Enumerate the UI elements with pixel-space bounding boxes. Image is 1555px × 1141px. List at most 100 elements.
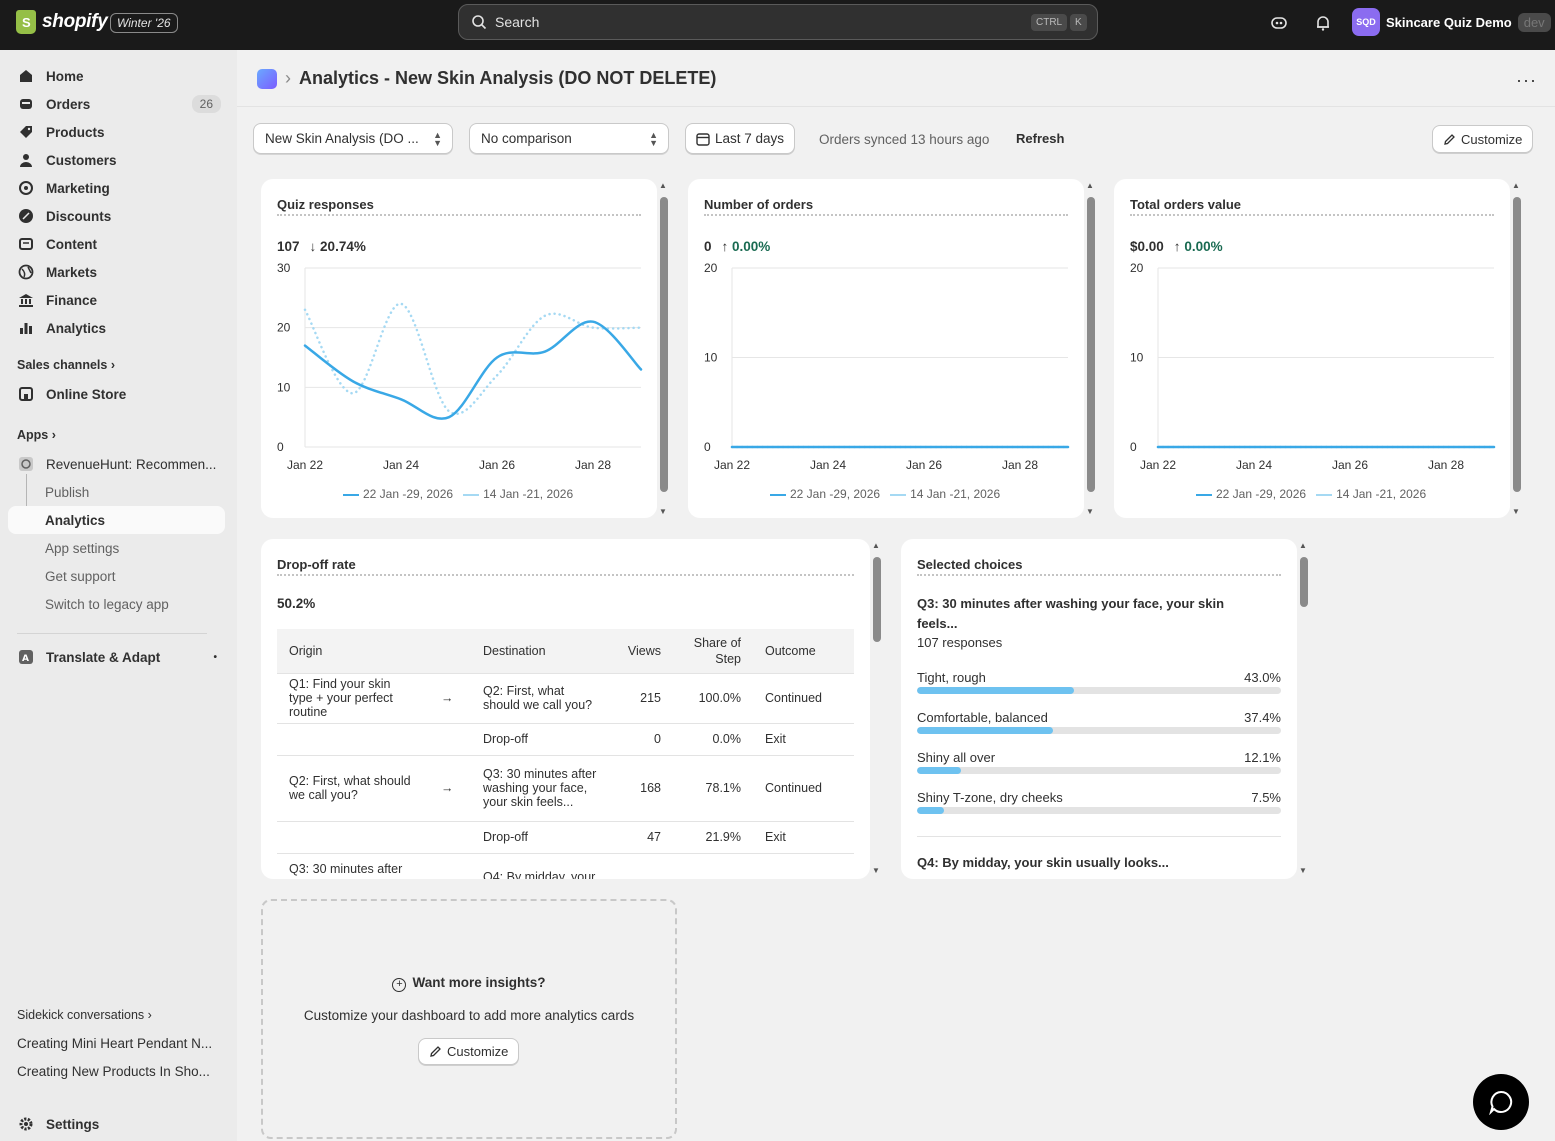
- x-tick-label: Jan 22: [287, 458, 323, 472]
- gear-icon: [19, 1117, 33, 1131]
- y-tick-label: 20: [1130, 263, 1144, 275]
- page-header: › Analytics - New Skin Analysis (DO NOT …: [257, 68, 716, 89]
- sidebar-item-revenuehunt[interactable]: RevenueHunt: Recommen...: [8, 450, 225, 478]
- revenuehunt-app-icon: [19, 457, 33, 471]
- shopify-logo[interactable]: shopify: [16, 10, 108, 34]
- scrollbar[interactable]: [873, 557, 881, 642]
- metric-change: ↓ 20.74%: [310, 239, 366, 254]
- calendar-icon: [696, 132, 710, 146]
- insights-customize-button[interactable]: Customize: [418, 1038, 520, 1065]
- cell-outcome: Continued: [753, 672, 854, 723]
- sidebar-item-label: Discounts: [46, 208, 112, 224]
- sidebar-subitem-get-support[interactable]: Get support: [8, 562, 225, 590]
- x-tick-label: Jan 22: [1140, 458, 1176, 472]
- metric-value: 0: [704, 239, 712, 254]
- legend-current-label: 22 Jan -29, 2026: [1216, 487, 1307, 501]
- number-of-orders-chart: 0 10 20 Jan 22 Jan 24 Jan 26 Jan 28: [704, 263, 1070, 472]
- sidebar-subitem-legacy[interactable]: Switch to legacy app: [8, 590, 225, 618]
- sidebar-item-label: RevenueHunt: Recommen...: [46, 456, 217, 472]
- quiz-select[interactable]: New Skin Analysis (DO ... ▲ ▼: [253, 123, 453, 154]
- sidebar-item-label: App settings: [45, 540, 120, 556]
- scrollbar[interactable]: [1087, 197, 1095, 492]
- sidebar-item-content[interactable]: Content: [8, 230, 225, 258]
- apps-header[interactable]: Apps ›: [17, 428, 56, 442]
- legend-current-label: 22 Jan -29, 2026: [790, 487, 881, 501]
- scroll-up-icon[interactable]: ▲: [659, 181, 667, 190]
- scroll-down-icon[interactable]: ▼: [872, 866, 880, 875]
- x-tick-label: Jan 28: [1002, 458, 1038, 472]
- sidebar-item-discounts[interactable]: Discounts: [8, 202, 225, 230]
- sales-channels-header[interactable]: Sales channels ›: [17, 358, 115, 372]
- bell-icon[interactable]: [1314, 14, 1332, 32]
- scroll-down-icon[interactable]: ▼: [659, 507, 667, 516]
- chat-button[interactable]: [1473, 1074, 1529, 1130]
- sales-channels-label: Sales channels: [17, 358, 108, 372]
- page-title: Analytics - New Skin Analysis (DO NOT DE…: [299, 68, 717, 88]
- column-header: Origin: [277, 629, 429, 673]
- sidebar-item-marketing[interactable]: Marketing: [8, 174, 225, 202]
- sidebar-item-translate[interactable]: A Translate & Adapt •: [8, 643, 225, 671]
- sidebar-item-customers[interactable]: Customers: [8, 146, 225, 174]
- choice-percent: 12.1%: [1244, 750, 1281, 765]
- scroll-down-icon[interactable]: ▼: [1086, 507, 1094, 516]
- sidekick-icon[interactable]: [1270, 14, 1288, 32]
- tree-line: [26, 474, 27, 522]
- scrollbar[interactable]: [1513, 197, 1521, 492]
- metric-change-value: 0.00%: [1184, 239, 1223, 254]
- comparison-select[interactable]: No comparison ▲ ▼: [469, 123, 669, 154]
- unpinned-dot-icon: •: [213, 651, 217, 663]
- search-input[interactable]: Search CTRL K: [458, 4, 1098, 40]
- y-tick-label: 10: [277, 380, 291, 394]
- metric-value: $0.00: [1130, 239, 1164, 254]
- app-logo-icon[interactable]: [257, 68, 277, 89]
- scroll-down-icon[interactable]: ▼: [1299, 866, 1307, 875]
- sidebar-item-label: Settings: [46, 1116, 100, 1132]
- sidekick-conversation[interactable]: Creating Mini Heart Pendant N...: [17, 1036, 213, 1051]
- sidebar-item-analytics[interactable]: Analytics: [8, 314, 225, 342]
- scroll-up-icon[interactable]: ▲: [1299, 541, 1307, 550]
- choice-label: Tight, rough: [917, 670, 986, 685]
- sidebar-item-online-store[interactable]: Online Store: [8, 380, 225, 408]
- scroll-up-icon[interactable]: ▲: [872, 541, 880, 550]
- customize-button[interactable]: Customize: [1432, 125, 1534, 153]
- choice-bar-fill: [917, 807, 945, 814]
- scroll-up-icon[interactable]: ▲: [1512, 181, 1520, 190]
- y-tick-label: 10: [1130, 351, 1144, 365]
- cell-views: 215: [613, 672, 673, 723]
- sidebar-item-label: Customers: [46, 152, 117, 168]
- dev-badge: dev: [1517, 12, 1551, 32]
- sidebar-item-home[interactable]: Home: [8, 62, 225, 90]
- scrollbar[interactable]: [1300, 557, 1308, 607]
- sidebar-item-finance[interactable]: Finance: [8, 286, 225, 314]
- sidebar-item-orders[interactable]: Orders 26: [8, 90, 225, 118]
- sidebar-subitem-app-settings[interactable]: App settings: [8, 534, 225, 562]
- plus-circle-icon: +: [392, 978, 407, 992]
- sidebar-subitem-analytics[interactable]: Analytics: [8, 506, 225, 534]
- sidebar-item-label: Orders: [46, 96, 91, 112]
- metric-change: ↑ 0.00%: [1174, 239, 1223, 254]
- sidekick-header[interactable]: Sidekick conversations ›: [17, 1008, 152, 1022]
- sidebar: Home Orders 26 Products Customers Market…: [0, 50, 237, 1141]
- sidebar-item-products[interactable]: Products: [8, 118, 225, 146]
- sidebar-item-settings[interactable]: Settings: [8, 1110, 225, 1138]
- divider: [917, 836, 1281, 837]
- store-menu[interactable]: SQD Skincare Quiz Demo dev: [1352, 8, 1551, 36]
- sidebar-subitem-publish[interactable]: Publish: [8, 478, 225, 506]
- scrollbar[interactable]: [660, 197, 668, 492]
- date-range-button[interactable]: Last 7 days: [685, 123, 796, 154]
- more-actions-button[interactable]: ···: [1516, 70, 1537, 90]
- choice-bar-track: [917, 687, 1281, 694]
- legend-previous-label: 14 Jan -21, 2026: [483, 487, 574, 501]
- sidebar-item-label: Switch to legacy app: [45, 596, 169, 612]
- sidebar-item-label: Markets: [46, 264, 98, 280]
- sidebar-item-label: Publish: [45, 484, 90, 500]
- sidebar-item-markets[interactable]: Markets: [8, 258, 225, 286]
- column-header-arrow: [429, 629, 471, 673]
- store-avatar: SQD: [1352, 8, 1380, 36]
- apps-label: Apps: [17, 428, 49, 442]
- choice-label: Shiny all over: [917, 750, 996, 765]
- scroll-up-icon[interactable]: ▲: [1086, 181, 1094, 190]
- refresh-button[interactable]: Refresh: [1016, 131, 1065, 146]
- scroll-down-icon[interactable]: ▼: [1512, 507, 1520, 516]
- sidekick-conversation[interactable]: Creating New Products In Sho...: [17, 1064, 210, 1079]
